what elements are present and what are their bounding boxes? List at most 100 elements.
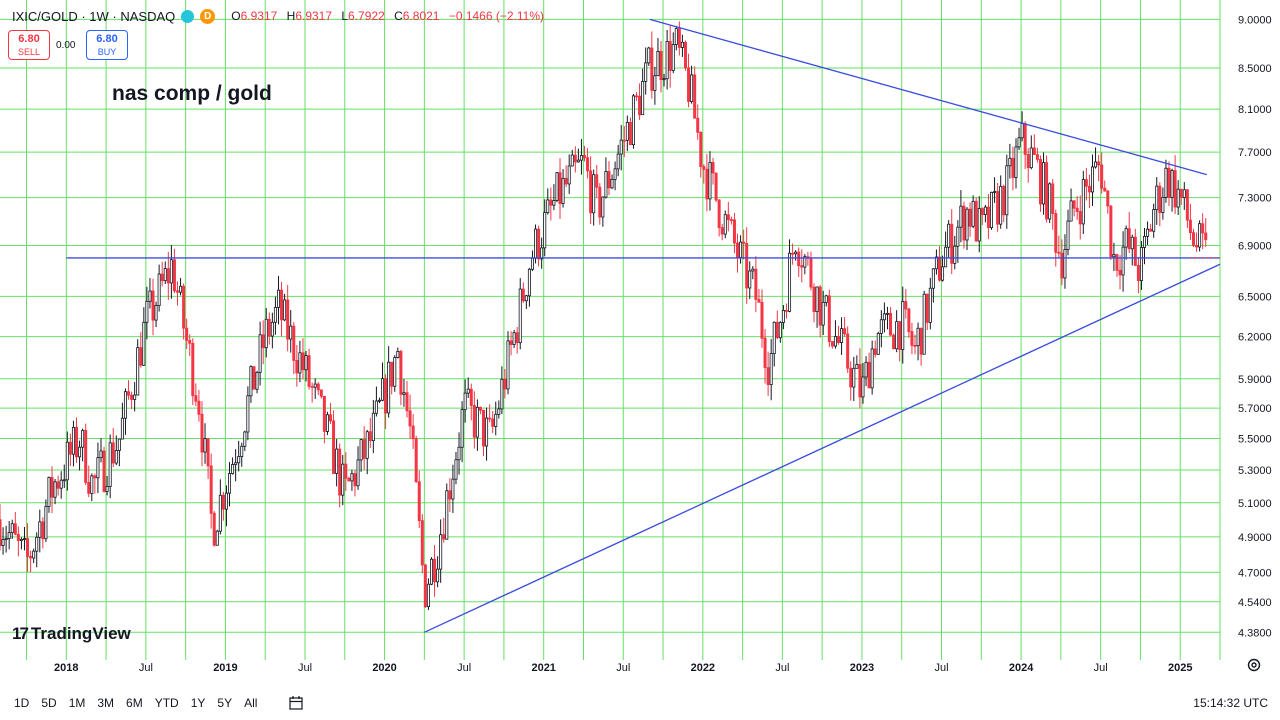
- candle-down: [56, 481, 60, 489]
- range-1y-button[interactable]: 1Y: [190, 696, 206, 710]
- candle-up: [561, 177, 565, 204]
- calendar-goto-icon[interactable]: [287, 694, 305, 712]
- tradingview-logo[interactable]: 17 TradingView: [12, 624, 131, 644]
- candle-down: [1032, 147, 1036, 155]
- range-1d-button[interactable]: 1D: [14, 696, 30, 710]
- candle-up: [62, 479, 66, 482]
- candle-up: [1155, 185, 1159, 211]
- candle-down: [1097, 161, 1101, 166]
- candle-down: [182, 285, 186, 329]
- candle-down: [1167, 167, 1171, 198]
- candle-up: [466, 388, 470, 394]
- candle-down: [638, 95, 642, 116]
- range-6m-button[interactable]: 6M: [126, 696, 143, 710]
- candle-down: [717, 199, 721, 229]
- candle-up: [396, 350, 400, 358]
- y-tick-label: 5.5000: [1238, 434, 1272, 446]
- candle-down: [763, 337, 767, 369]
- range-5y-button[interactable]: 5Y: [217, 696, 233, 710]
- candle-up: [96, 457, 100, 479]
- candle-up: [270, 321, 274, 337]
- candle-up: [1164, 167, 1168, 198]
- candle-down: [344, 463, 348, 479]
- candle-down: [206, 438, 210, 467]
- x-tick-label: 2022: [691, 662, 715, 674]
- candle-up: [518, 288, 522, 344]
- candle-up: [512, 332, 516, 345]
- range-ytd-button[interactable]: YTD: [154, 696, 179, 710]
- candle-down: [745, 243, 749, 289]
- candle-down: [797, 251, 801, 267]
- range-1m-button[interactable]: 1M: [68, 696, 86, 710]
- y-tick-label: 9.0000: [1238, 14, 1272, 26]
- candle-up: [674, 28, 678, 45]
- candle-up: [928, 287, 932, 323]
- candle-down: [0, 519, 2, 546]
- candle-down: [950, 223, 954, 264]
- candle-up: [543, 212, 547, 249]
- chart-annotation-text[interactable]: nas comp / gold: [112, 82, 272, 105]
- candle-down: [760, 301, 764, 339]
- price-chart[interactable]: 9.0000 8.5000 8.1000 7.7000 7.3000 6.9000 6.50…: [0, 0, 1280, 686]
- candle-up: [644, 62, 648, 82]
- candle-up: [999, 185, 1003, 225]
- candle-up: [625, 121, 629, 141]
- y-tick-label: 5.1000: [1238, 498, 1272, 510]
- candle-down: [384, 378, 388, 414]
- candle-up: [203, 438, 207, 453]
- candle-down: [166, 268, 170, 284]
- candle-down: [200, 413, 204, 453]
- buy-price: 6.80: [96, 33, 118, 45]
- x-tick-label: 2020: [372, 662, 396, 674]
- sell-price: 6.80: [18, 33, 40, 45]
- range-all-button[interactable]: All: [244, 696, 258, 710]
- range-5d-button[interactable]: 5D: [41, 696, 57, 710]
- settings-gear-icon[interactable]: [1246, 657, 1262, 673]
- candle-up: [876, 333, 880, 355]
- candle-down: [509, 340, 513, 345]
- buy-button[interactable]: 6.80 BUY: [86, 30, 128, 60]
- candle-up: [500, 378, 504, 410]
- candle-down: [791, 252, 795, 255]
- candle-down: [736, 242, 740, 258]
- candle-up: [1139, 247, 1143, 281]
- x-tick-label: Jul: [775, 662, 789, 674]
- x-tick-label: 2024: [1009, 662, 1034, 674]
- candle-up: [772, 321, 776, 354]
- sell-button[interactable]: 6.80 SELL: [8, 30, 50, 60]
- candle-down: [595, 174, 599, 188]
- candle-up: [325, 414, 329, 432]
- candle-up: [616, 153, 620, 170]
- candle-down: [1188, 219, 1192, 233]
- candle-up: [497, 408, 501, 415]
- candle-down: [212, 512, 216, 546]
- y-tick-label: 8.5000: [1238, 63, 1272, 75]
- range-3m-button[interactable]: 3M: [97, 696, 115, 710]
- candle-down: [693, 74, 697, 119]
- utc-clock[interactable]: 15:14:32 UTC: [1193, 696, 1268, 710]
- candle-up: [78, 446, 82, 458]
- candle-down: [469, 388, 473, 406]
- change-value: −0.1466 (−2.11%): [448, 9, 544, 23]
- candle-up: [1066, 220, 1070, 250]
- x-tick-label: Jul: [457, 662, 471, 674]
- candle-up: [218, 494, 222, 532]
- x-tick-label: 2023: [850, 662, 874, 674]
- candle-down: [873, 348, 877, 355]
- candle-up: [540, 247, 544, 260]
- candle-down: [699, 131, 703, 168]
- candle-up: [1146, 228, 1150, 237]
- candle-up: [506, 340, 510, 390]
- candle-up: [374, 400, 378, 414]
- candle-up: [142, 321, 146, 366]
- candle-down: [659, 51, 663, 80]
- candle-up: [631, 95, 635, 146]
- x-tick-label: 2025: [1168, 662, 1192, 674]
- symbol-title[interactable]: IXIC/GOLD · 1W · NASDAQ: [12, 8, 176, 24]
- candle-up: [1005, 165, 1009, 216]
- candle-down: [16, 533, 20, 541]
- candle-up: [895, 321, 899, 350]
- delayed-data-icon[interactable]: D: [200, 8, 216, 24]
- candle-up: [148, 290, 152, 302]
- candle-down: [93, 475, 97, 479]
